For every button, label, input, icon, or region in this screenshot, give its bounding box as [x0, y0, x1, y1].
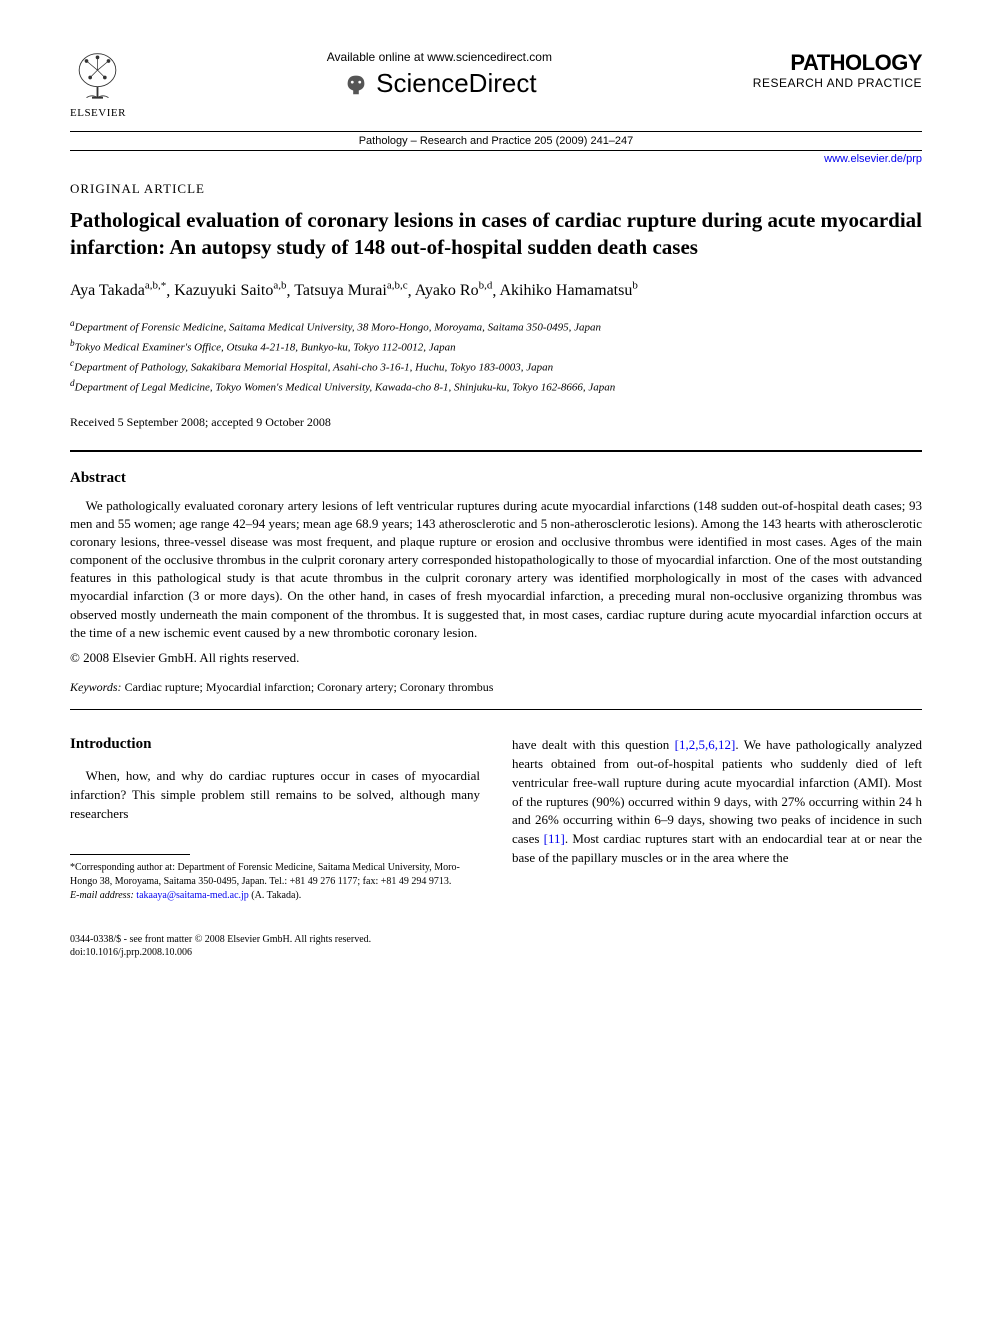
intro-paragraph-left: When, how, and why do cardiac ruptures o…	[70, 767, 480, 824]
author: Ayako Rob,d	[415, 282, 493, 299]
article-dates: Received 5 September 2008; accepted 9 Oc…	[70, 415, 922, 430]
journal-logo: PATHOLOGY RESEARCH AND PRACTICE	[753, 50, 922, 90]
email-name: (A. Takada).	[251, 890, 301, 901]
article-title: Pathological evaluation of coronary lesi…	[70, 207, 922, 262]
keywords-label: Keywords:	[70, 680, 122, 694]
page-header: ELSEVIER Available online at www.science…	[70, 50, 922, 119]
author: Kazuyuki Saitoa,b	[174, 282, 286, 299]
abstract-heading: Abstract	[70, 470, 922, 487]
corresponding-footnote: *Corresponding author at: Department of …	[70, 861, 480, 903]
footnote-email-line: E-mail address: takaaya@saitama-med.ac.j…	[70, 889, 480, 903]
affiliation-a: aDepartment of Forensic Medicine, Saitam…	[70, 317, 922, 336]
column-right: have dealt with this question [1,2,5,6,1…	[512, 736, 922, 903]
corresponding-marker: *	[161, 280, 167, 292]
journal-citation-line: Pathology – Research and Practice 205 (2…	[70, 131, 922, 151]
footer-doi: doi:10.1016/j.prp.2008.10.006	[70, 946, 922, 959]
author: Akihiko Hamamatsub	[499, 282, 637, 299]
intro-paragraph-right: have dealt with this question [1,2,5,6,1…	[512, 736, 922, 868]
journal-title-main: PATHOLOGY	[753, 50, 922, 76]
corresponding-email[interactable]: takaaya@saitama-med.ac.jp	[136, 890, 249, 901]
available-online-text: Available online at www.sciencedirect.co…	[146, 50, 733, 64]
authors-list: Aya Takadaa,b,*, Kazuyuki Saitoa,b, Tats…	[70, 278, 922, 303]
journal-title-sub: RESEARCH AND PRACTICE	[753, 76, 922, 90]
divider-thin	[70, 709, 922, 710]
footer-block: 0344-0338/$ - see front matter © 2008 El…	[70, 933, 922, 959]
sciencedirect-text: ScienceDirect	[376, 68, 536, 99]
footer-front-matter: 0344-0338/$ - see front matter © 2008 El…	[70, 933, 922, 946]
keywords-text: Cardiac rupture; Myocardial infarction; …	[125, 680, 494, 694]
header-left: ELSEVIER	[70, 50, 126, 119]
footnote-rule	[70, 854, 190, 855]
footnote-corr: *Corresponding author at: Department of …	[70, 861, 480, 889]
elsevier-logo: ELSEVIER	[70, 50, 126, 119]
abstract-copyright: © 2008 Elsevier GmbH. All rights reserve…	[70, 650, 922, 666]
affiliation-b: bTokyo Medical Examiner's Office, Otsuka…	[70, 337, 922, 356]
keywords-line: Keywords: Cardiac rupture; Myocardial in…	[70, 680, 922, 695]
elsevier-label: ELSEVIER	[70, 107, 126, 119]
citation-link[interactable]: [11]	[544, 831, 565, 846]
abstract-text: We pathologically evaluated coronary art…	[70, 497, 922, 643]
elsevier-tree-icon	[70, 50, 125, 105]
citation-link[interactable]: [1,2,5,6,12]	[675, 737, 736, 752]
divider-thick	[70, 450, 922, 452]
body-two-column: Introduction When, how, and why do cardi…	[70, 736, 922, 903]
introduction-heading: Introduction	[70, 736, 480, 753]
sciencedirect-block: Available online at www.sciencedirect.co…	[146, 50, 733, 99]
sciencedirect-icon	[342, 70, 370, 98]
affiliation-c: cDepartment of Pathology, Sakakibara Mem…	[70, 357, 922, 376]
affiliation-d: dDepartment of Legal Medicine, Tokyo Wom…	[70, 377, 922, 396]
author: Aya Takadaa,b,	[70, 282, 161, 299]
sciencedirect-logo: ScienceDirect	[146, 68, 733, 99]
author: Tatsuya Muraia,b,c	[294, 282, 407, 299]
affiliations: aDepartment of Forensic Medicine, Saitam…	[70, 317, 922, 397]
journal-website-link[interactable]: www.elsevier.de/prp	[70, 153, 922, 165]
email-label: E-mail address:	[70, 890, 134, 901]
article-type: ORIGINAL ARTICLE	[70, 181, 922, 197]
column-left: Introduction When, how, and why do cardi…	[70, 736, 480, 903]
